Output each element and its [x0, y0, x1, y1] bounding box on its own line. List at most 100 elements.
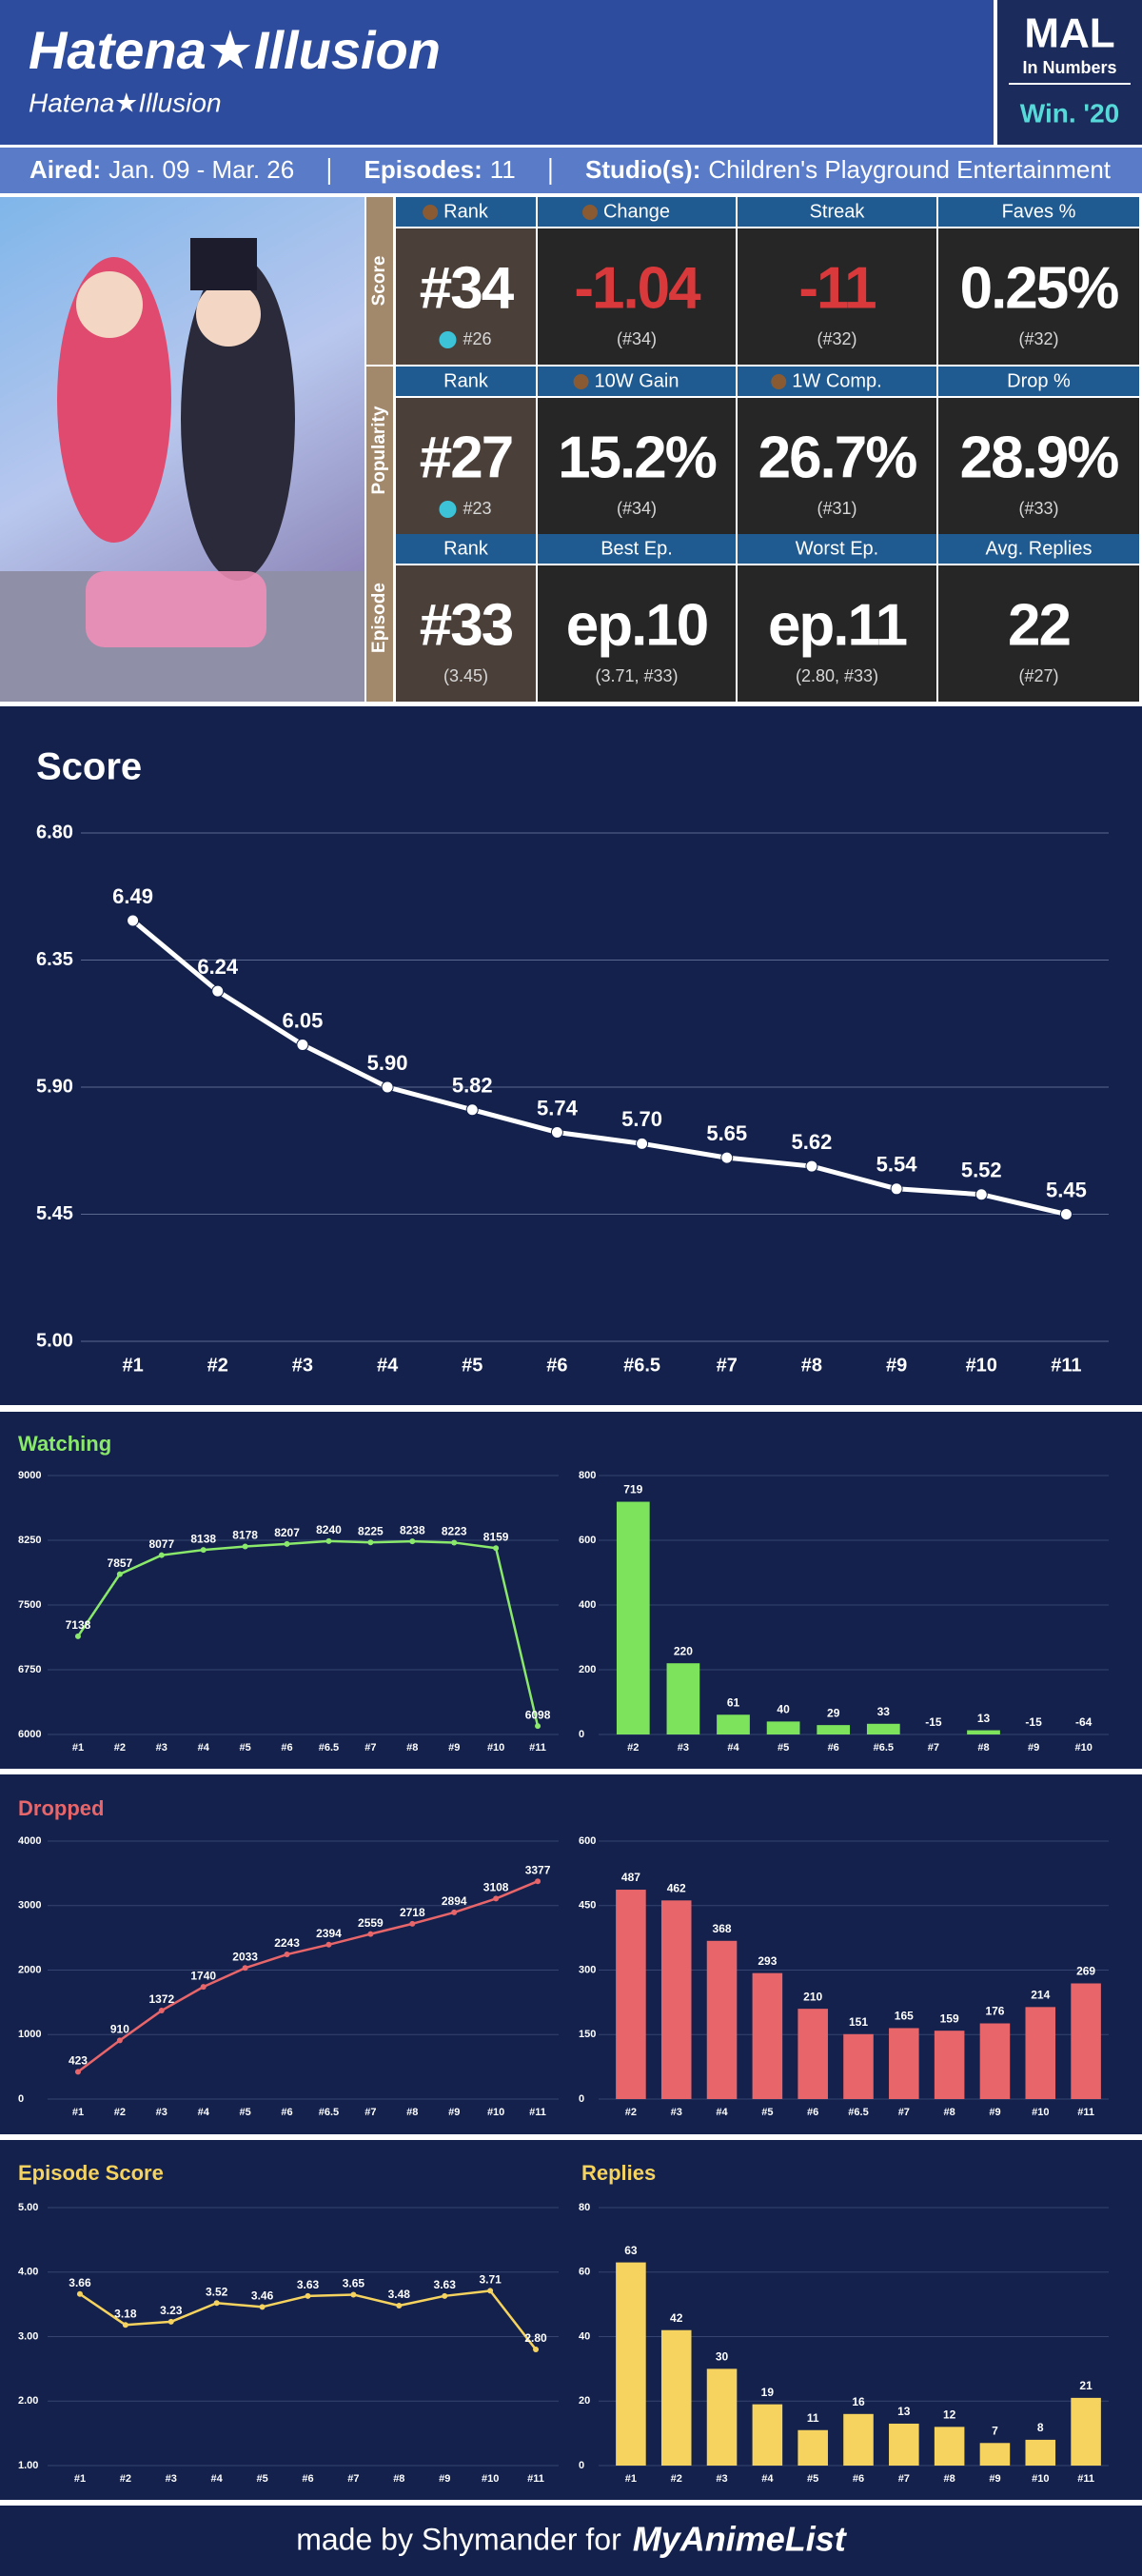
data-label: 5.62 — [792, 1130, 833, 1154]
data-label: 6.05 — [283, 1008, 324, 1032]
x-tick-label: #1 — [625, 2473, 637, 2485]
y-tick-label: 150 — [579, 2029, 596, 2040]
cell-value: 0.25% — [960, 255, 1119, 321]
x-tick-label: #6 — [281, 2107, 292, 2118]
x-tick-label: #11 — [529, 2107, 546, 2118]
x-tick-label: #4 — [211, 2473, 224, 2485]
chart: Episode Score 1.00 2.00 3.00 4.00 5.00 #1 #2 #3 #… — [18, 2161, 559, 2485]
data-label: 2.80 — [524, 2331, 547, 2345]
x-tick-label: #11 — [529, 1742, 546, 1754]
cell-header-bg — [938, 367, 1139, 396]
header-icon — [581, 205, 598, 220]
info-value: Jan. 09 - Mar. 26 — [108, 155, 294, 184]
x-tick-label: #6 — [807, 2107, 818, 2118]
y-tick-label: 0 — [579, 2093, 584, 2105]
cell-header-bg — [538, 534, 736, 564]
cell-value: #27 — [420, 425, 512, 490]
data-label: 42 — [670, 2311, 683, 2325]
x-tick-label: #11 — [1077, 2107, 1094, 2118]
data-label: 63 — [624, 2244, 638, 2257]
cell-value: ep.10 — [566, 592, 708, 658]
data-label: 8238 — [400, 1523, 425, 1536]
point — [396, 2302, 403, 2308]
cell-sub: (3.45) — [443, 666, 488, 685]
x-tick-label: #10 — [487, 1742, 504, 1754]
bar — [717, 1714, 750, 1734]
data-label: 8159 — [483, 1530, 509, 1543]
cell-sub: #26 — [463, 329, 491, 348]
x-tick-label: #4 — [198, 2107, 210, 2118]
data-label: 5.90 — [367, 1051, 408, 1075]
point — [720, 1151, 734, 1164]
cell-body — [938, 565, 1139, 702]
point — [493, 1895, 500, 1902]
point — [409, 1920, 416, 1927]
data-label: 176 — [985, 2005, 1004, 2018]
point — [636, 1137, 649, 1150]
cell-header: Avg. Replies — [986, 538, 1093, 559]
data-label: 5.45 — [1046, 1178, 1087, 1201]
data-label: 7 — [992, 2424, 998, 2437]
cell-header: Best Ep. — [601, 538, 673, 559]
cell-body — [396, 228, 536, 365]
cell-sub: (#34) — [617, 499, 657, 518]
cell-value: -1.04 — [574, 255, 701, 321]
bar — [660, 1900, 692, 2099]
point — [409, 1538, 416, 1545]
cell-value: ep.11 — [768, 592, 907, 658]
x-tick-label: #6.5 — [848, 2107, 868, 2118]
cell-header: Drop % — [1007, 370, 1071, 391]
data-label: 29 — [827, 1706, 840, 1719]
data-label: 3.65 — [343, 2277, 365, 2290]
y-tick-label: 800 — [579, 1470, 596, 1481]
point — [76, 2290, 83, 2297]
cell-body — [396, 398, 536, 534]
x-tick-label: #4 — [727, 1742, 739, 1754]
data-label: 2243 — [274, 1936, 300, 1950]
data-label: 1740 — [190, 1969, 216, 1982]
y-tick-label: 2000 — [18, 1964, 41, 1975]
chart: Replies 0 20 40 60 80 #1 #2 #3 #4 #5 #6 #7 #8 #9 #10 #11… — [579, 2161, 1109, 2485]
bar — [666, 1663, 700, 1734]
data-label: 214 — [1031, 1989, 1050, 2002]
x-tick-label: #3 — [678, 1742, 689, 1754]
point — [550, 1125, 563, 1139]
point — [296, 1039, 309, 1051]
x-tick-label: #6.5 — [623, 1355, 660, 1376]
x-tick-label: #2 — [114, 2107, 126, 2118]
cell-sub: (#27) — [1018, 666, 1058, 685]
point — [487, 2288, 494, 2294]
bar — [752, 2404, 783, 2466]
info-label: Aired: — [30, 155, 101, 184]
cover-face — [196, 282, 261, 347]
cover-figure — [57, 257, 171, 543]
cell-sub: (#32) — [1018, 329, 1058, 348]
point — [211, 984, 225, 998]
y-tick-label: 300 — [579, 1964, 596, 1975]
point — [367, 1931, 374, 1937]
data-label: 165 — [895, 2010, 914, 2023]
point — [465, 1103, 479, 1117]
chart-title: Score — [36, 746, 142, 788]
point — [367, 1539, 374, 1546]
point — [381, 1080, 394, 1094]
point — [305, 2292, 311, 2299]
data-label: 8240 — [316, 1523, 342, 1536]
y-tick-label: 80 — [579, 2202, 590, 2213]
x-tick-label: #5 — [761, 2107, 773, 2118]
cell-header-bg — [538, 367, 736, 396]
data-label: 30 — [716, 2350, 729, 2364]
point — [451, 1539, 458, 1546]
x-tick-label: #6.5 — [874, 1742, 894, 1754]
cover-logo — [86, 571, 266, 647]
data-label: 151 — [849, 2015, 868, 2029]
y-tick-label: 600 — [579, 1535, 596, 1546]
cell-value: 28.9% — [960, 425, 1119, 490]
x-tick-label: #5 — [462, 1355, 482, 1376]
y-tick-label: 200 — [579, 1664, 596, 1675]
x-tick-label: #8 — [944, 2107, 955, 2118]
x-tick-label: #1 — [72, 2107, 84, 2118]
subtitle: Hatena★Illusion — [29, 88, 222, 117]
data-label: 3377 — [525, 1863, 551, 1876]
